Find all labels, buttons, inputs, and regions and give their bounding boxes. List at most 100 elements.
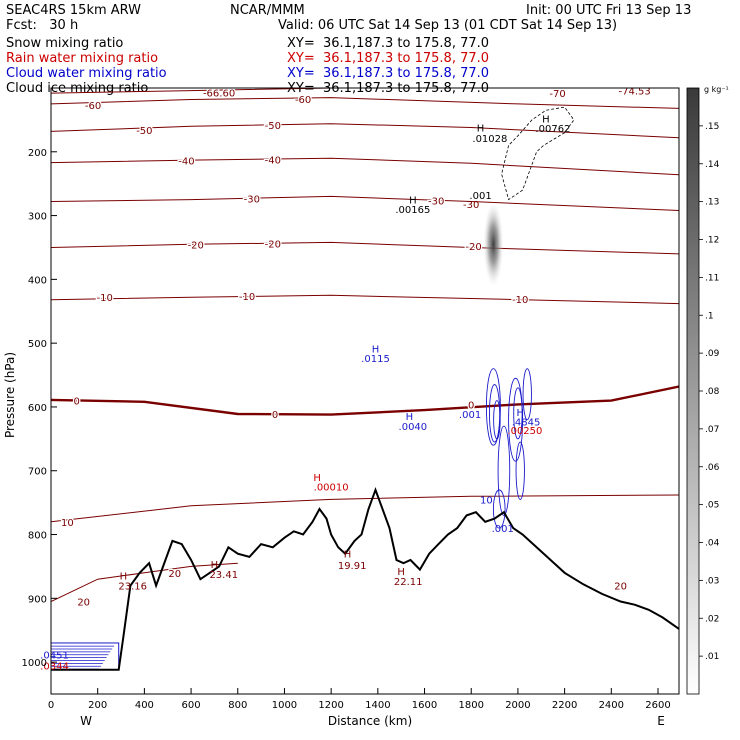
isotherm--50	[51, 123, 679, 139]
extremum-label: H	[120, 571, 128, 582]
isotherm-20	[51, 562, 238, 602]
cloud-water-contour	[485, 368, 501, 446]
terrain-line	[51, 486, 680, 671]
y-tick-label: 900	[28, 594, 47, 605]
y-tick-label: 700	[28, 467, 47, 478]
isotherm-label: 0	[468, 400, 474, 411]
field-cloud-water-xy: XY= 36.1,187.3 to 175.8, 77.0	[287, 66, 490, 81]
y-tick-label: 500	[28, 339, 47, 350]
y-axis-label: Pressure (hPa)	[3, 352, 17, 438]
isotherm--40	[51, 157, 679, 176]
extremum-label: .0040	[399, 422, 428, 433]
cloud-water-contour	[497, 425, 511, 516]
extremum-label: H	[542, 115, 550, 126]
isotherm-label: -60	[85, 101, 101, 112]
isotherm-label: -20	[465, 242, 481, 253]
field-snow-name: Snow mixing ratio	[6, 36, 124, 51]
cloud-water-contour	[515, 441, 525, 500]
x-tick-label: 600	[182, 700, 201, 711]
cloud-water-contour	[492, 489, 506, 529]
isotherm-label: -20	[188, 240, 204, 251]
colorbar-tick-label: .15	[705, 122, 719, 132]
isotherm--70	[51, 88, 368, 94]
extremum-label: .001	[459, 410, 481, 421]
x-tick-label: 1400	[365, 700, 390, 711]
isotherm-label: 20	[168, 569, 181, 580]
extremum-label: H	[409, 196, 417, 207]
isotherm-label: 0	[272, 410, 278, 421]
extremum-label: H	[516, 408, 524, 419]
colorbar-tick-label: .1	[705, 311, 714, 321]
field-rain-xy: XY= 36.1,187.3 to 175.8, 77.0	[287, 51, 490, 66]
init-time: Init: 00 UTC Fri 13 Sep 13	[526, 3, 692, 18]
extremum-label: .4845	[512, 418, 541, 429]
isotherm-label: -60	[295, 95, 311, 106]
extremum-label: .00165	[395, 205, 430, 216]
colorbar-tick-label: .05	[705, 501, 719, 511]
field-snow-xy: XY= 36.1,187.3 to 175.8, 77.0	[287, 36, 490, 51]
forecast-hour: Fcst: 30 h	[6, 18, 79, 33]
extremum-label: H	[406, 412, 414, 423]
isotherm-label: -74.53	[619, 87, 651, 98]
x-tick-label: 0	[48, 700, 54, 711]
center-label: NCAR/MMM	[230, 3, 305, 18]
extremum-label: 10	[480, 495, 493, 506]
x-tick-label: 200	[88, 700, 107, 711]
extremum-label: .0344	[40, 661, 69, 672]
isotherm-label: -50	[136, 126, 152, 137]
colorbar-tick-label: .07	[705, 425, 719, 435]
isotherm--60	[51, 97, 679, 109]
isotherm-label: -10	[239, 292, 255, 303]
cloud-water-contour	[513, 387, 523, 440]
colorbar-tick-label: .02	[705, 614, 719, 624]
colorbar-tick-label: .03	[705, 576, 719, 586]
cloud-water-contour	[508, 377, 524, 462]
isotherm-label: 0	[73, 397, 79, 408]
colorbar-tick-label: .01	[705, 652, 719, 662]
colorbar-tick-label: .14	[705, 160, 720, 170]
extremum-label: .00010	[314, 483, 349, 494]
extremum-label: H	[397, 567, 405, 578]
colorbar-unit: g kg⁻¹	[704, 85, 729, 94]
isotherm--30	[51, 195, 679, 211]
isotherm-label: -10	[97, 293, 113, 304]
plot-frame	[50, 87, 680, 695]
cloud-water-contour	[522, 368, 532, 421]
y-tick-label: 200	[28, 148, 47, 159]
isotherm-label: 20	[77, 598, 90, 609]
x-tick-label: 1600	[412, 700, 437, 711]
colorbar-tick-label: .13	[705, 198, 719, 208]
extremum-label: .0115	[361, 354, 390, 365]
isotherm-label: -66.60	[203, 88, 235, 99]
x-tick-label: 2400	[599, 700, 624, 711]
valid-time: Valid: 06 UTC Sat 14 Sep 13 (01 CDT Sat …	[278, 18, 618, 33]
isotherm-label: -30	[428, 196, 444, 207]
x-tick-label: 2600	[645, 700, 670, 711]
isotherm--10	[51, 294, 679, 305]
x-tick-label: 800	[228, 700, 247, 711]
snow-maximum-shading	[483, 202, 504, 287]
isotherm-0	[51, 385, 679, 416]
extremum-label: H	[372, 344, 380, 355]
extremum-label: 23.41	[209, 570, 238, 581]
cloud-water-contour	[493, 400, 501, 440]
extremum-label: 19.91	[338, 561, 367, 572]
extremum-label: 22.11	[394, 577, 423, 588]
x-tick-label: 1200	[318, 700, 343, 711]
extremum-label: 23.16	[118, 582, 147, 593]
isotherm-label: -10	[512, 295, 528, 306]
isotherm-label: 10	[61, 518, 74, 529]
isotherm-label: 20	[614, 582, 627, 593]
colorbar-tick-label: .11	[705, 273, 719, 283]
isotherm-label: -40	[265, 155, 281, 166]
model-title: SEAC4RS 15km ARW	[6, 3, 142, 18]
isotherm-label: -30	[244, 194, 260, 205]
x-tick-label: 2200	[552, 700, 577, 711]
extremum-label: H	[477, 124, 485, 135]
x-tick-label: 400	[135, 700, 154, 711]
field-rain-name: Rain water mixing ratio	[6, 51, 159, 66]
y-tick-label: 400	[28, 275, 47, 286]
x-axis-label: Distance (km)	[328, 714, 412, 728]
extremum-label: .01028	[472, 134, 507, 145]
extremum-label: .001	[469, 191, 491, 202]
